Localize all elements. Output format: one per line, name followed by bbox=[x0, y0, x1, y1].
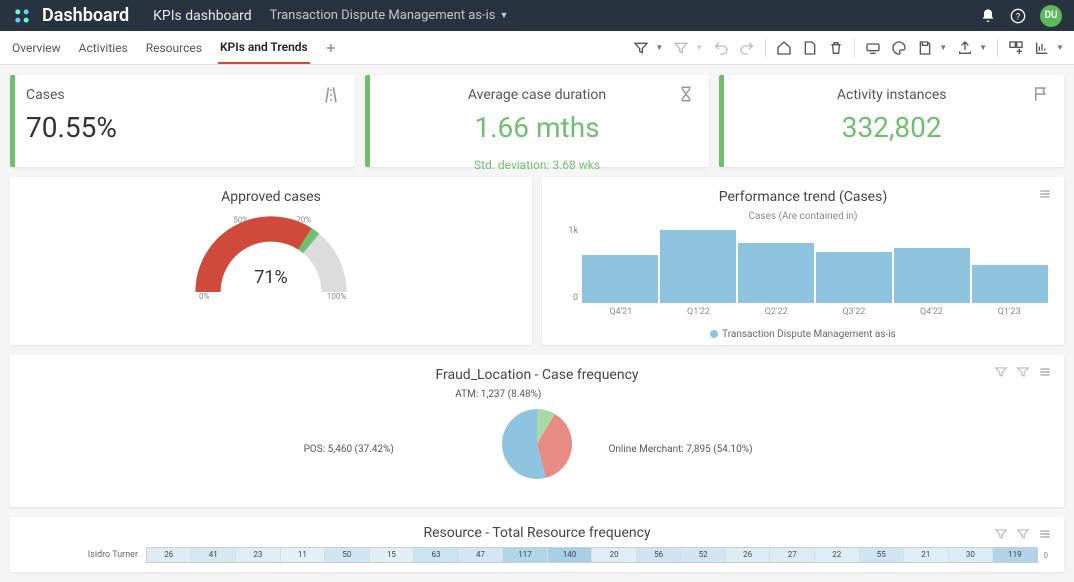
filter-clear-icon[interactable] bbox=[673, 40, 689, 56]
chevron-down-icon: ▼ bbox=[499, 10, 508, 21]
kpi-duration-accent bbox=[365, 75, 370, 167]
pie-label-online: Online Merchant: 7,895 (54.10%) bbox=[609, 444, 753, 455]
brand-title: Dashboard bbox=[42, 5, 129, 26]
kpi-activity-value: 332,802 bbox=[735, 111, 1048, 144]
kpi-activity: Activity instances 332,802 bbox=[719, 75, 1064, 167]
perf-trend-title: Performance trend (Cases) bbox=[558, 189, 1048, 205]
pie-label-atm: ATM: 1,237 (8.48%) bbox=[455, 389, 541, 400]
kpi-cases-title: Cases bbox=[26, 87, 339, 103]
tab-resources[interactable]: Resources bbox=[144, 31, 204, 64]
palette-icon[interactable] bbox=[891, 40, 907, 56]
kpi-cases: Cases 70.55% bbox=[10, 75, 355, 167]
svg-text:0%: 0% bbox=[199, 291, 210, 301]
process-name: Transaction Dispute Management as-is bbox=[270, 8, 496, 23]
road-icon bbox=[321, 85, 341, 105]
note-icon[interactable] bbox=[802, 40, 818, 56]
add-tab-icon[interactable] bbox=[324, 41, 338, 55]
tab-overview[interactable]: Overview bbox=[10, 31, 63, 64]
perf-bars bbox=[582, 226, 1048, 303]
gauge-title: Approved cases bbox=[26, 189, 516, 205]
trash-icon[interactable] bbox=[828, 40, 844, 56]
kpi-cases-value: 70.55% bbox=[26, 111, 339, 144]
hamburger-icon[interactable] bbox=[1038, 527, 1052, 541]
content: Cases 70.55% Average case duration 1.66 … bbox=[0, 65, 1074, 582]
filter-widget-icon-2[interactable] bbox=[1016, 365, 1030, 379]
bell-icon[interactable] bbox=[980, 8, 996, 24]
perf-xlabels: Q4'21Q1'22Q2'22Q3'22Q4'22Q1'23 bbox=[582, 307, 1048, 317]
save-icon[interactable] bbox=[917, 40, 933, 56]
chart-add-icon[interactable] bbox=[1034, 40, 1050, 56]
svg-text:100%: 100% bbox=[327, 291, 347, 301]
pie-label-pos: POS: 5,460 (37.42%) bbox=[304, 444, 394, 455]
filter-widget-icon[interactable] bbox=[994, 527, 1008, 541]
subnav: Overview Activities Resources KPIs and T… bbox=[0, 31, 1074, 65]
resource-heat-title: Resource - Total Resource frequency bbox=[26, 525, 1048, 541]
heat-cells: 2641231150156347117140205652262722552130… bbox=[146, 547, 1038, 563]
gauge-chart: 0% 50% 70% 100% 71% bbox=[181, 211, 361, 301]
process-selector[interactable]: Transaction Dispute Management as-is ▼ bbox=[270, 8, 509, 23]
redo-icon[interactable] bbox=[739, 40, 755, 56]
filter-widget-icon-2[interactable] bbox=[1016, 527, 1030, 541]
undo-icon[interactable] bbox=[713, 40, 729, 56]
tab-activities[interactable]: Activities bbox=[77, 31, 130, 64]
perf-trend-subtitle: Cases (Are contained in) bbox=[558, 211, 1048, 222]
kpi-duration-sub: Std. deviation: 3.68 wks bbox=[381, 158, 694, 172]
resource-heat-card: Resource - Total Resource frequency Isid… bbox=[10, 517, 1064, 572]
hamburger-icon[interactable] bbox=[1038, 187, 1052, 201]
help-icon[interactable]: ? bbox=[1010, 8, 1026, 24]
widget-add-icon[interactable] bbox=[1008, 40, 1024, 56]
fraud-pie-card: Fraud_Location - Case frequency ATM: 1,2… bbox=[10, 355, 1064, 507]
topbar: Dashboard KPIs dashboard Transaction Dis… bbox=[0, 0, 1074, 31]
svg-text:70%: 70% bbox=[296, 215, 311, 225]
kpi-duration-title: Average case duration bbox=[381, 87, 694, 103]
filter-widget-icon[interactable] bbox=[994, 365, 1008, 379]
svg-text:?: ? bbox=[1016, 11, 1021, 22]
hamburger-icon[interactable] bbox=[1038, 365, 1052, 379]
filter-icon[interactable] bbox=[633, 40, 649, 56]
logo-icon bbox=[12, 6, 32, 26]
hourglass-icon bbox=[677, 85, 695, 103]
dashboard-name: KPIs dashboard bbox=[153, 8, 252, 24]
home-icon[interactable] bbox=[776, 40, 792, 56]
svg-text:71%: 71% bbox=[254, 267, 287, 288]
svg-text:50%: 50% bbox=[233, 215, 248, 225]
tab-kpis-trends[interactable]: KPIs and Trends bbox=[218, 31, 310, 64]
heat-row-label: Isidro Turner bbox=[26, 550, 146, 560]
heat-scale: 0 bbox=[1044, 551, 1049, 560]
fraud-pie-title: Fraud_Location - Case frequency bbox=[26, 367, 1048, 383]
flag-icon bbox=[1032, 85, 1050, 103]
kpi-duration: Average case duration 1.66 mths Std. dev… bbox=[365, 75, 710, 167]
kpi-activity-title: Activity instances bbox=[735, 87, 1048, 103]
user-avatar[interactable]: DU bbox=[1040, 5, 1062, 27]
kpi-cases-accent bbox=[10, 75, 15, 167]
tab-bar: Overview Activities Resources KPIs and T… bbox=[10, 31, 338, 64]
kpi-activity-accent bbox=[719, 75, 724, 167]
projection-icon[interactable] bbox=[865, 40, 881, 56]
upload-icon[interactable] bbox=[957, 40, 973, 56]
perf-trend-card: Performance trend (Cases) Cases (Are con… bbox=[542, 177, 1064, 345]
kpi-duration-value: 1.66 mths bbox=[381, 111, 694, 144]
gauge-card: Approved cases 0% 50% 70% 100% 71% bbox=[10, 177, 532, 345]
pie-chart bbox=[502, 409, 572, 479]
